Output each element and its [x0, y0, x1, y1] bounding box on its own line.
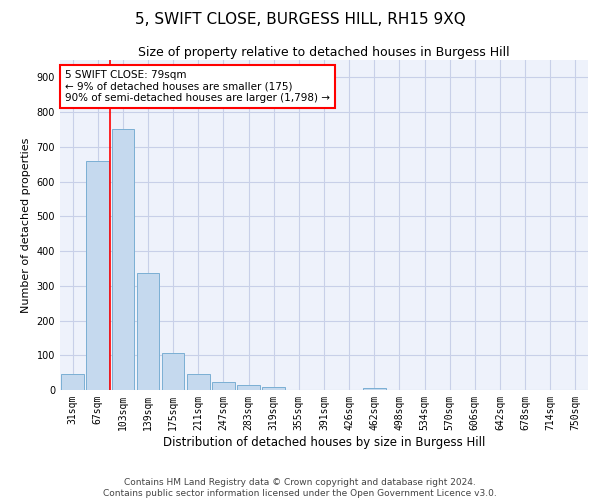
X-axis label: Distribution of detached houses by size in Burgess Hill: Distribution of detached houses by size …	[163, 436, 485, 448]
Bar	[137, 272, 160, 390]
Text: 5, SWIFT CLOSE, BURGESS HILL, RH15 9XQ: 5, SWIFT CLOSE, BURGESS HILL, RH15 9XQ	[134, 12, 466, 28]
Bar	[262, 387, 285, 390]
Bar	[363, 388, 386, 390]
Bar	[162, 353, 184, 390]
Bar	[212, 382, 235, 390]
Text: 5 SWIFT CLOSE: 79sqm
← 9% of detached houses are smaller (175)
90% of semi-detac: 5 SWIFT CLOSE: 79sqm ← 9% of detached ho…	[65, 70, 330, 103]
Bar	[187, 374, 209, 390]
Bar	[61, 374, 84, 390]
Bar	[112, 130, 134, 390]
Y-axis label: Number of detached properties: Number of detached properties	[21, 138, 31, 312]
Text: Contains HM Land Registry data © Crown copyright and database right 2024.
Contai: Contains HM Land Registry data © Crown c…	[103, 478, 497, 498]
Title: Size of property relative to detached houses in Burgess Hill: Size of property relative to detached ho…	[138, 46, 510, 59]
Bar	[86, 160, 109, 390]
Bar	[237, 386, 260, 390]
